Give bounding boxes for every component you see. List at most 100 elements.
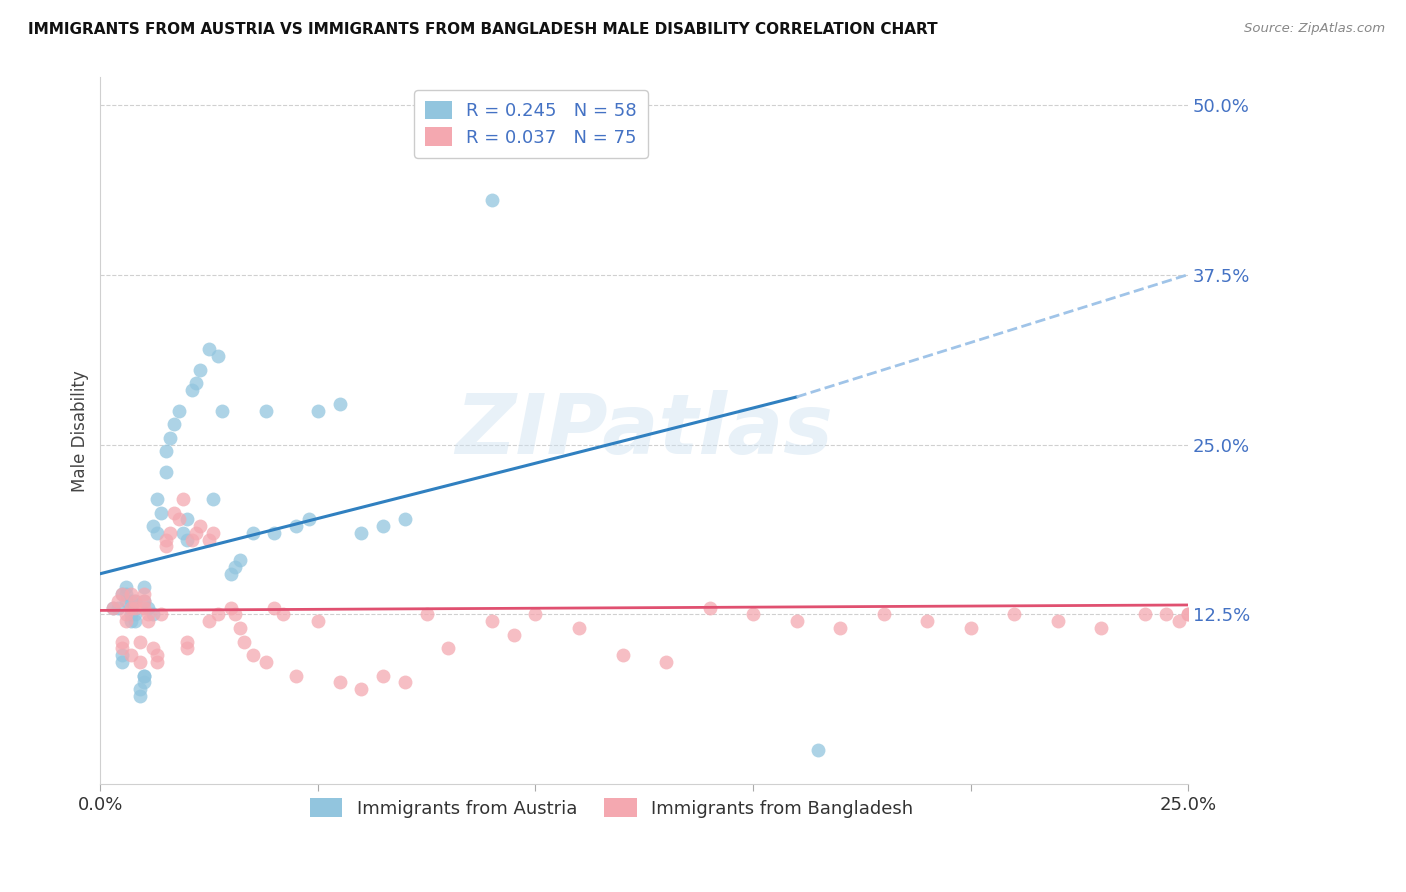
Point [111, 587, 134, 601]
Point [163, 417, 186, 431]
Point [159, 525, 181, 540]
Point [111, 634, 134, 648]
Point [163, 506, 186, 520]
Point [146, 655, 169, 669]
Point [742, 607, 765, 622]
Point [115, 607, 138, 622]
Point [146, 491, 169, 506]
Point [373, 668, 395, 682]
Point [111, 641, 134, 656]
Point [132, 600, 155, 615]
Point [394, 675, 416, 690]
Point [132, 580, 155, 594]
Point [132, 668, 155, 682]
Point [828, 621, 851, 635]
Point [120, 607, 142, 622]
Point [242, 525, 264, 540]
Point [394, 512, 416, 526]
Point [481, 614, 503, 628]
Point [1156, 607, 1178, 622]
Point [136, 614, 159, 628]
Point [115, 587, 138, 601]
Point [307, 403, 329, 417]
Point [184, 525, 207, 540]
Point [128, 682, 150, 697]
Point [786, 614, 808, 628]
Point [111, 655, 134, 669]
Point [120, 648, 142, 663]
Point [115, 614, 138, 628]
Point [655, 655, 678, 669]
Point [132, 675, 155, 690]
Point [242, 648, 264, 663]
Point [198, 614, 221, 628]
Point [120, 600, 142, 615]
Point [128, 689, 150, 703]
Point [155, 465, 177, 479]
Point [180, 383, 202, 397]
Point [198, 533, 221, 547]
Point [132, 594, 155, 608]
Point [373, 519, 395, 533]
Point [329, 675, 352, 690]
Point [120, 587, 142, 601]
Point [136, 600, 159, 615]
Point [124, 600, 146, 615]
Point [263, 600, 285, 615]
Point [502, 628, 524, 642]
Point [128, 655, 150, 669]
Point [612, 648, 634, 663]
Point [207, 349, 229, 363]
Text: Source: ZipAtlas.com: Source: ZipAtlas.com [1244, 22, 1385, 36]
Point [132, 668, 155, 682]
Point [1090, 621, 1112, 635]
Point [872, 607, 894, 622]
Point [271, 607, 294, 622]
Point [142, 641, 165, 656]
Point [142, 607, 165, 622]
Point [1046, 614, 1069, 628]
Point [120, 614, 142, 628]
Point [128, 634, 150, 648]
Point [298, 512, 321, 526]
Point [176, 533, 198, 547]
Point [219, 566, 242, 581]
Point [150, 506, 173, 520]
Point [103, 600, 125, 615]
Point [132, 587, 155, 601]
Point [254, 655, 277, 669]
Point [124, 594, 146, 608]
Point [224, 607, 246, 622]
Point [568, 621, 591, 635]
Point [120, 594, 142, 608]
Point [136, 607, 159, 622]
Point [111, 587, 134, 601]
Point [176, 512, 198, 526]
Point [167, 512, 190, 526]
Point [915, 614, 938, 628]
Point [155, 540, 177, 554]
Point [224, 560, 246, 574]
Point [207, 607, 229, 622]
Point [155, 444, 177, 458]
Point [415, 607, 437, 622]
Point [959, 621, 981, 635]
Point [228, 553, 250, 567]
Point [167, 403, 190, 417]
Point [202, 491, 225, 506]
Point [202, 525, 225, 540]
Point [107, 600, 129, 615]
Point [1002, 607, 1025, 622]
Point [699, 600, 721, 615]
Point [254, 403, 277, 417]
Point [285, 519, 308, 533]
Point [219, 600, 242, 615]
Y-axis label: Male Disability: Male Disability [72, 370, 89, 491]
Point [159, 431, 181, 445]
Point [1133, 607, 1156, 622]
Legend: Immigrants from Austria, Immigrants from Bangladesh: Immigrants from Austria, Immigrants from… [302, 791, 921, 825]
Point [132, 594, 155, 608]
Point [146, 648, 169, 663]
Point [807, 743, 830, 757]
Point [211, 403, 233, 417]
